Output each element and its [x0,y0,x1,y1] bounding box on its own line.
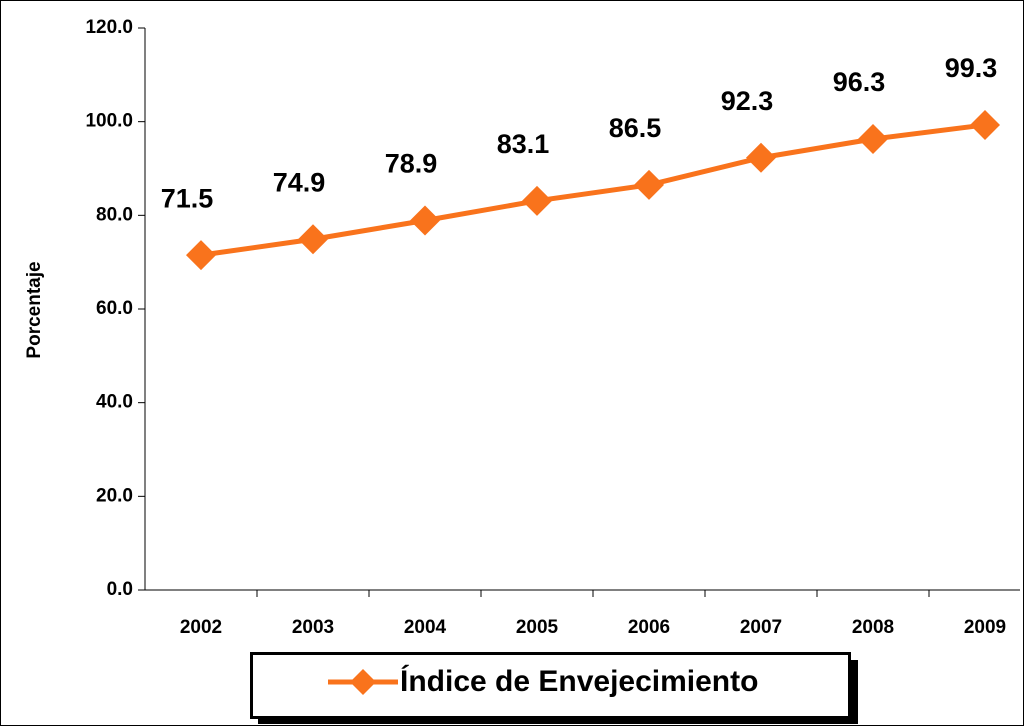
data-label: 96.3 [833,67,886,97]
data-label: 74.9 [273,167,326,197]
y-tick-label: 0.0 [107,579,133,600]
x-tick-label: 2008 [852,617,894,638]
point-marker [970,109,1000,140]
legend-marker [350,669,376,695]
y-tick-label: 100.0 [85,111,133,132]
y-tick-label: 60.0 [96,298,133,319]
point-marker [634,169,664,200]
point-marker [186,240,216,271]
x-tick-label: 2002 [180,617,222,638]
x-tick-label: 2003 [292,617,334,638]
data-label: 86.5 [609,113,662,143]
y-tick-label: 40.0 [96,392,133,413]
x-tick-label: 2007 [740,617,782,638]
point-marker [522,185,552,216]
point-marker [858,123,888,154]
x-tick-label: 2006 [628,617,670,638]
data-label: 99.3 [945,53,998,83]
data-label: 83.1 [497,129,550,159]
legend-label: Índice de Envejecimiento [400,664,758,698]
point-marker [298,224,328,255]
data-label: 92.3 [721,86,774,116]
x-tick-label: 2005 [516,617,559,638]
series-line [200,122,986,258]
x-tick-label: 2004 [404,617,447,638]
x-tick-label: 2009 [964,617,1006,638]
point-marker [746,142,776,173]
y-tick-label: 80.0 [96,204,133,225]
point-marker [410,205,440,236]
y-tick-label: 120.0 [85,17,133,38]
y-tick-label: 20.0 [96,485,133,506]
legend-box [250,652,851,719]
data-label: 71.5 [161,183,214,213]
data-label: 78.9 [385,149,438,179]
y-axis-label: Porcentaje [24,261,45,358]
